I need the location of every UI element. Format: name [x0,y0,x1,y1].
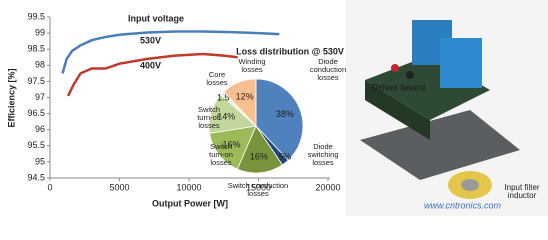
y-tick-label: 98 [35,60,45,70]
photo-label: Input filter inductor [504,183,540,200]
value-label: 12% [236,92,254,102]
capacitor [440,38,482,88]
value-label: 16% [222,139,240,149]
pie-title: Loss distribution @ 530V [236,46,344,56]
page: Input voltage Output Power [W] Efficienc… [6,0,548,216]
terminal [406,71,414,79]
y-tick-label: 96 [35,124,45,134]
x-tick-label: 10000 [176,182,201,192]
value-label: 1.5% [217,93,238,103]
category-label: Switch turn-on losses [209,142,233,167]
value-label: 16% [250,151,268,161]
line [61,30,280,74]
y-tick-label: 95 [35,156,45,166]
value-label: 2.5% [271,152,292,162]
y-tick-label: 97.5 [27,76,45,86]
category-label: Switch turn-off losses [197,105,221,130]
chart: Input voltage Output Power [W] Efficienc… [6,0,548,216]
board-edge [365,80,430,140]
terminal [391,64,399,72]
legend-label: 530V [140,35,161,45]
y-tick-label: 96.5 [27,108,45,118]
category-label: Winding losses [238,57,266,74]
watermark: www.cntronics.com [424,200,502,210]
y-tick-label: 99.5 [27,11,45,21]
value-label: 14% [217,112,235,122]
pie-slice [255,78,304,161]
x-axis-label: Output Power [W] [152,198,228,208]
x-tick-label: 5000 [109,182,129,192]
value-label: 38% [276,109,294,119]
x-tick-label: 15000 [246,182,271,192]
category-label: Switch conduction losses [227,181,289,198]
x-tick-label: 0 [47,182,52,192]
y-tick-label: 98.5 [27,44,45,54]
y-tick-label: 94.5 [27,172,45,182]
pie-slice [223,78,257,128]
y-tick-label: 99 [35,27,45,37]
y-tick-label: 97 [35,92,45,102]
x-tick-label: 20000 [315,182,340,192]
heatsink [360,110,520,180]
category-label: Diode switching losses [307,142,339,167]
legend-label: 400V [140,60,161,70]
pie-slice [209,125,257,170]
pie-slice [236,125,283,174]
y-axis-label: Efficiency [%] [6,68,16,127]
line [66,52,238,97]
category-label: Diode conduction losses [309,57,347,82]
category-label: Core losses [206,70,228,87]
annotation: Input voltage [128,13,184,23]
y-tick-label: 95.5 [27,140,45,150]
inductor-core [461,179,479,191]
photo-label: Driver board [372,82,426,92]
